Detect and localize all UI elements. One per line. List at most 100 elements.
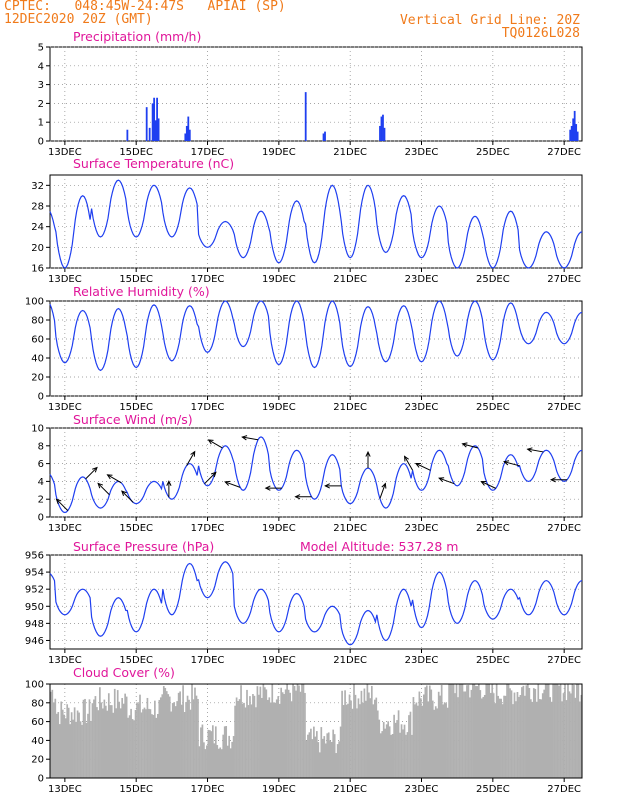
x-tick-label: 23DEC	[405, 274, 439, 285]
precip-bar	[151, 103, 154, 141]
cloud-bar	[550, 701, 553, 778]
x-tick-label: 17DEC	[191, 655, 225, 666]
y-tick-label: 20	[31, 243, 44, 254]
cloud-bar	[308, 732, 311, 778]
cloud-bar	[131, 719, 134, 778]
precip-bar	[379, 125, 381, 141]
panel-0	[46, 46, 583, 145]
panel-1	[46, 174, 583, 272]
wind-arrow	[204, 471, 217, 485]
cloud-bar	[134, 709, 137, 778]
cloud-bar	[148, 708, 150, 778]
y-tick-label: 946	[25, 636, 44, 647]
x-tick-label: 19DEC	[262, 402, 296, 413]
precip-bar	[570, 125, 573, 141]
cloud-bar	[449, 684, 452, 778]
cloud-bar	[183, 712, 186, 778]
cloud-bar	[488, 684, 491, 778]
cloud-bar	[191, 684, 193, 778]
cloud-bar	[125, 696, 128, 778]
cloud-bar	[379, 733, 382, 778]
cloud-bar	[201, 724, 204, 778]
cloud-bar	[369, 698, 372, 778]
cloud-bar	[437, 691, 440, 778]
cloud-bar	[298, 685, 300, 778]
cloud-bar	[345, 704, 348, 778]
cloud-bar	[69, 724, 72, 778]
cloud-bar	[336, 744, 339, 778]
cloud-bar	[439, 695, 442, 778]
header-datetime: 12DEC2020 20Z (GMT)	[4, 12, 153, 27]
cloud-bar	[567, 684, 569, 778]
cloud-bar	[452, 684, 455, 778]
wind-arrow	[55, 498, 69, 511]
wind-arrow	[166, 480, 172, 498]
wind-arrow	[549, 477, 568, 483]
cloud-bar	[186, 695, 189, 778]
cloud-bar	[290, 701, 293, 778]
y-tick-label: 0	[38, 392, 44, 403]
cloud-bar	[170, 711, 173, 778]
cloud-bar	[323, 736, 326, 778]
cloud-bar	[564, 684, 566, 778]
x-tick-label: 19DEC	[262, 655, 296, 666]
precip-bar	[156, 97, 158, 141]
panel-frame	[49, 46, 583, 142]
cloud-bar	[316, 731, 318, 778]
cloud-bar	[274, 702, 277, 778]
cloud-bar	[495, 684, 498, 778]
cloud-bar	[113, 688, 116, 778]
cloud-bar	[524, 695, 526, 778]
cloud-bar	[81, 724, 83, 778]
x-tick-label: 15DEC	[119, 523, 153, 534]
cloud-bar	[433, 709, 436, 778]
cloud-bar	[354, 694, 357, 778]
cloud-bar	[258, 694, 260, 778]
cloud-bar	[434, 706, 437, 778]
cloud-bar	[461, 684, 464, 778]
cloud-bar	[448, 684, 450, 778]
cloud-bar	[555, 684, 557, 778]
y-tick-label: 950	[25, 602, 44, 613]
cloud-bar	[351, 708, 354, 778]
cloud-bar	[467, 684, 470, 778]
cloud-bar	[167, 694, 170, 778]
cloud-bar	[243, 702, 245, 778]
cloud-bar	[479, 690, 482, 778]
wind-arrow	[186, 450, 196, 466]
x-tick-label: 15DEC	[119, 655, 153, 666]
cloud-bar	[61, 709, 64, 778]
x-tick-label: 21DEC	[333, 402, 367, 413]
cloud-bar	[51, 689, 54, 778]
y-tick-label: 6	[38, 459, 44, 470]
cloud-bar	[64, 718, 67, 778]
wind-arrow	[414, 462, 431, 471]
cloud-bar	[278, 703, 281, 778]
cloud-bar	[103, 699, 106, 778]
series-line	[49, 300, 583, 372]
cloud-bar	[476, 686, 479, 778]
cloud-bar	[573, 685, 575, 778]
y-tick-label: 1	[38, 118, 44, 129]
cloud-bar	[100, 702, 103, 778]
cloud-bar	[333, 734, 336, 778]
cloud-bar	[420, 698, 422, 778]
cloud-bar	[580, 694, 583, 778]
panel-annotation: Model Altitude: 537.28 m	[300, 539, 458, 554]
cloud-bar	[164, 687, 167, 778]
cloud-bar	[394, 722, 397, 778]
y-tick-label: 10	[31, 424, 44, 435]
x-tick-label: 15DEC	[119, 147, 153, 158]
x-tick-label: 23DEC	[405, 523, 439, 534]
panel-frame	[49, 174, 583, 269]
precip-bar	[154, 120, 157, 141]
x-tick-label: 13DEC	[48, 655, 82, 666]
cloud-bar	[425, 685, 428, 778]
cloud-bar	[223, 726, 226, 778]
x-tick-label: 13DEC	[48, 523, 82, 534]
cloud-bar	[421, 705, 424, 778]
cloud-bar	[110, 705, 113, 778]
cloud-bar	[500, 698, 502, 778]
cloud-bar	[104, 705, 107, 778]
wind-arrow	[121, 490, 134, 503]
